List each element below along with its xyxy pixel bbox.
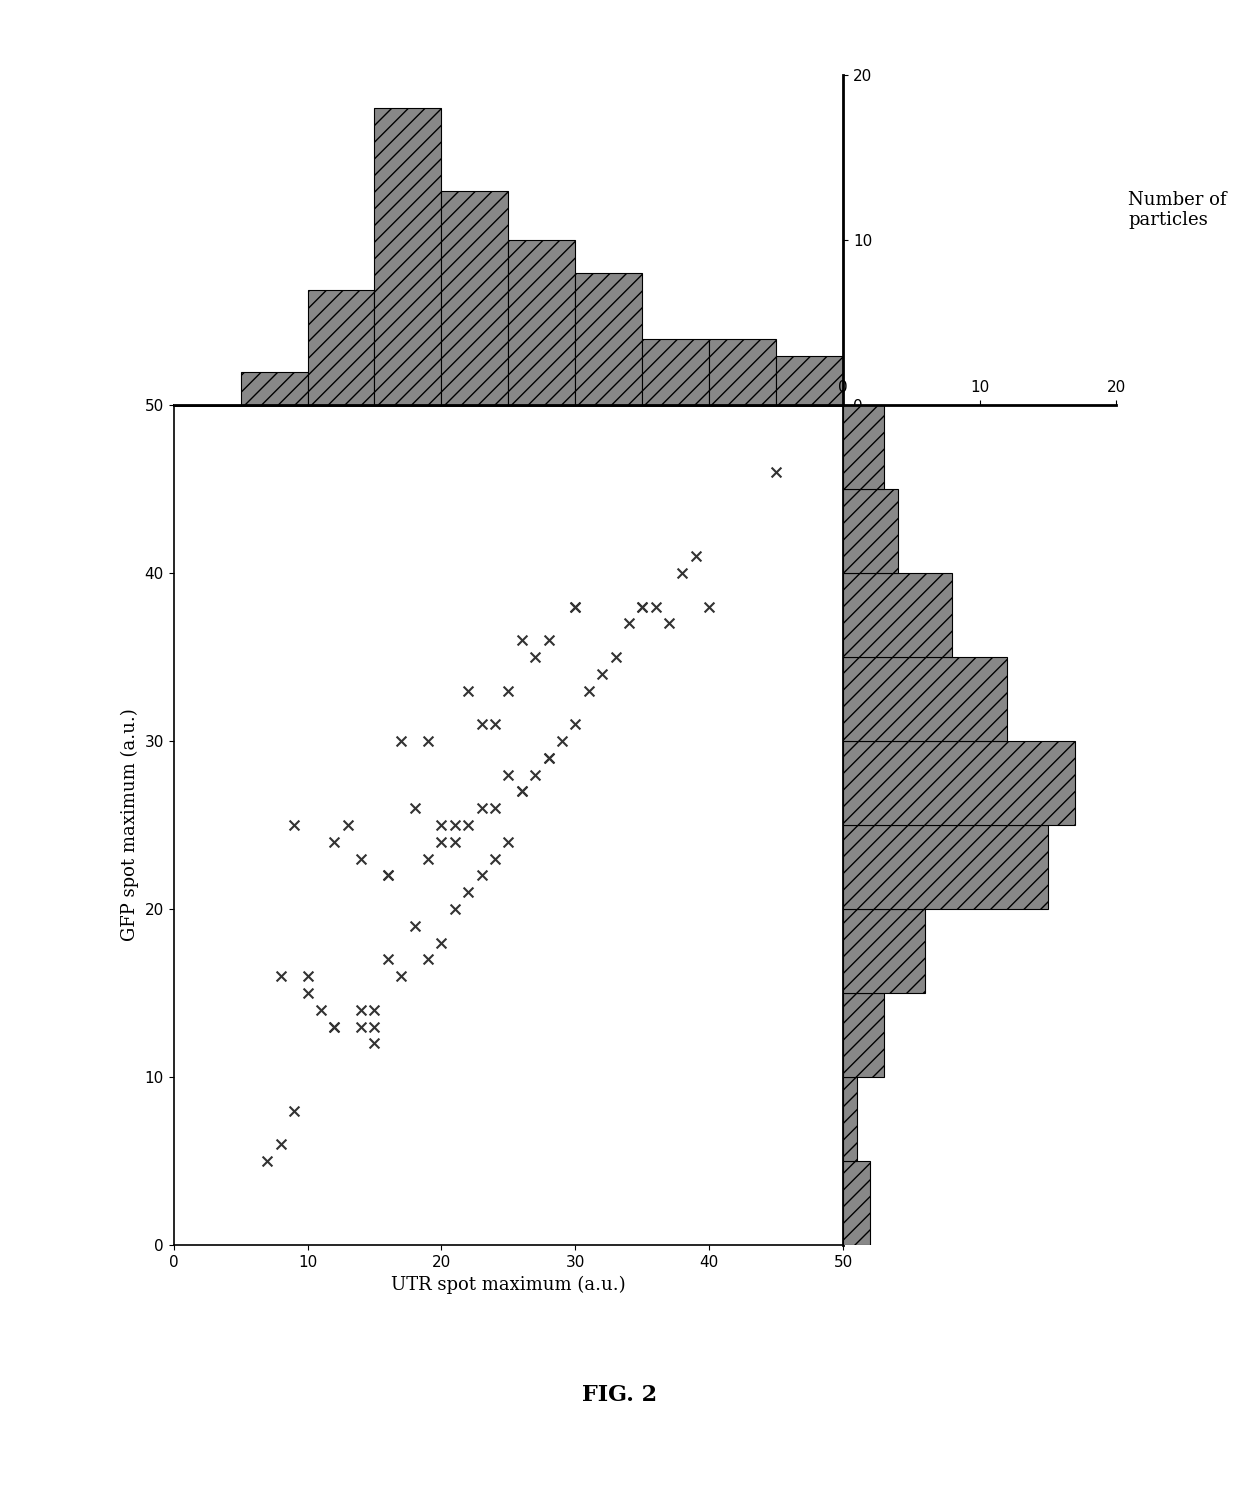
Point — [538, 628, 558, 652]
Point — [418, 948, 438, 972]
Point — [325, 830, 345, 854]
Point — [325, 1014, 345, 1038]
Point — [552, 729, 572, 753]
Point — [351, 998, 371, 1022]
Point — [378, 864, 398, 888]
Point — [432, 830, 451, 854]
Point — [565, 594, 585, 618]
Point — [485, 846, 505, 870]
Bar — [374, 108, 441, 405]
Point — [270, 1132, 290, 1156]
Point — [298, 981, 317, 1005]
Bar — [575, 273, 642, 405]
Bar — [241, 372, 308, 405]
Point — [365, 998, 384, 1022]
Point — [632, 594, 652, 618]
Point — [471, 796, 491, 820]
Point — [579, 678, 599, 702]
Point — [632, 594, 652, 618]
Bar — [843, 993, 884, 1077]
Bar — [843, 1161, 870, 1245]
Bar — [843, 405, 884, 489]
Point — [686, 544, 706, 568]
Point — [498, 830, 518, 854]
Bar — [776, 356, 843, 405]
Point — [325, 1014, 345, 1038]
Point — [418, 846, 438, 870]
Bar — [308, 290, 374, 405]
Bar — [843, 741, 1075, 825]
Point — [404, 796, 424, 820]
Point — [311, 998, 331, 1022]
Point — [605, 645, 625, 669]
Text: Number of
particles: Number of particles — [1128, 190, 1226, 230]
Point — [498, 678, 518, 702]
Point — [512, 628, 532, 652]
Point — [418, 729, 438, 753]
Point — [351, 846, 371, 870]
Point — [459, 813, 479, 837]
Point — [471, 712, 491, 736]
Point — [526, 645, 546, 669]
Point — [445, 813, 465, 837]
Bar — [642, 339, 709, 405]
Point — [392, 964, 412, 988]
Point — [565, 712, 585, 736]
Point — [471, 864, 491, 888]
Bar — [843, 489, 898, 573]
Point — [512, 780, 532, 804]
Point — [538, 746, 558, 770]
Bar — [508, 240, 575, 405]
Point — [351, 1014, 371, 1038]
Point — [526, 762, 546, 786]
Point — [432, 813, 451, 837]
Point — [660, 612, 680, 636]
Point — [365, 1032, 384, 1056]
Point — [432, 930, 451, 954]
Point — [337, 813, 357, 837]
Point — [646, 594, 666, 618]
Point — [378, 864, 398, 888]
Point — [512, 780, 532, 804]
Point — [766, 460, 786, 484]
Point — [619, 612, 639, 636]
Text: FIG. 2: FIG. 2 — [583, 1384, 657, 1406]
Bar — [843, 1077, 857, 1161]
Point — [498, 762, 518, 786]
Point — [699, 594, 719, 618]
Point — [445, 897, 465, 921]
Point — [378, 948, 398, 972]
Point — [445, 830, 465, 854]
Point — [284, 1098, 304, 1122]
Point — [298, 964, 317, 988]
Point — [404, 914, 424, 938]
Point — [392, 729, 412, 753]
Bar — [709, 339, 776, 405]
Bar — [843, 825, 1048, 909]
Point — [538, 746, 558, 770]
Point — [270, 964, 290, 988]
Point — [284, 813, 304, 837]
Y-axis label: GFP spot maximum (a.u.): GFP spot maximum (a.u.) — [120, 708, 139, 942]
X-axis label: UTR spot maximum (a.u.): UTR spot maximum (a.u.) — [391, 1275, 626, 1293]
Point — [672, 561, 692, 585]
Bar — [843, 573, 952, 657]
Point — [485, 796, 505, 820]
Point — [258, 1149, 278, 1173]
Point — [365, 1014, 384, 1038]
Bar — [843, 909, 925, 993]
Bar — [843, 657, 1007, 741]
Point — [485, 712, 505, 736]
Point — [459, 678, 479, 702]
Point — [593, 662, 613, 686]
Bar — [441, 190, 508, 405]
Point — [459, 880, 479, 904]
Point — [565, 594, 585, 618]
